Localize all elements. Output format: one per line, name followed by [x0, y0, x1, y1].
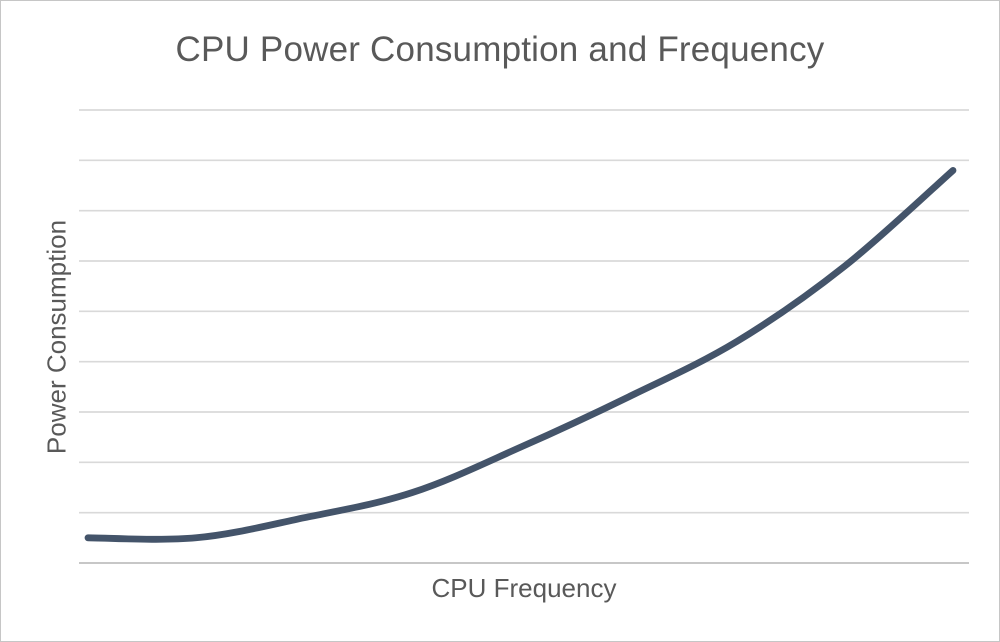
series-line-power-consumption: [84, 167, 957, 543]
chart-title: CPU Power Consumption and Frequency: [175, 30, 825, 69]
y-axis-title: Power Consumption: [41, 219, 72, 455]
x-axis-title: CPU Frequency: [431, 573, 617, 603]
y-gridlines: [79, 109, 969, 514]
